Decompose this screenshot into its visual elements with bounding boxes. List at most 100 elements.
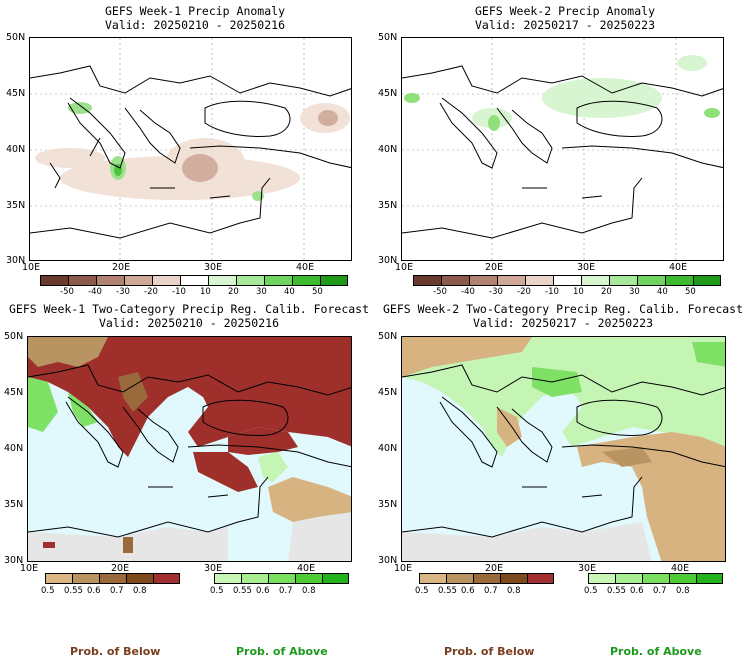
prob-tick-3-4: 0.8 [676, 586, 690, 596]
panel1-title: GEFS Week-1 Precip Anomaly Valid: 202502… [104, 4, 285, 32]
panel4-map [401, 336, 726, 562]
cbar2-swatch-2 [469, 275, 497, 286]
cbar2-ticks-tick-0: -50 [433, 287, 447, 297]
panel4-lat-30: 30N [378, 555, 398, 566]
panel2-map [401, 37, 724, 261]
prob-tick-1-0: 0.5 [210, 586, 224, 596]
panel3-below-colorbar [45, 573, 180, 584]
prob-tick-3-1: 0.55 [607, 586, 626, 596]
panel2-anomaly-colorbar [413, 275, 721, 286]
panel2-lat-30: 30N [378, 255, 398, 266]
cbar2-swatch-7 [609, 275, 637, 286]
panel4-lon-30: 30E [578, 563, 597, 574]
panel1-anomaly-colorbar [40, 275, 348, 286]
prob-tick-2-1: 0.55 [438, 586, 457, 596]
cbar1-swatch-1 [68, 275, 96, 286]
cbar2-ticks-tick-7: 30 [629, 287, 640, 297]
prob-tick-3-0: 0.5 [584, 586, 598, 596]
cbar4-swatch-4 [322, 573, 349, 584]
cbar3-swatch-2 [99, 573, 126, 584]
cbar2-ticks-tick-3: -20 [517, 287, 531, 297]
prob-tick-2-4: 0.8 [507, 586, 521, 596]
panel1-lon-20: 20E [112, 262, 131, 273]
panel4-below-colorbar [419, 573, 554, 584]
panel3-lat-30: 30N [4, 555, 24, 566]
prob-tick-1-2: 0.6 [256, 586, 270, 596]
panel3-lon-30: 30E [204, 563, 223, 574]
cbar5-swatch-2 [473, 573, 500, 584]
prob-tick-3-2: 0.6 [630, 586, 644, 596]
cbar1-ticks-tick-4: -10 [172, 287, 186, 297]
panel3-lat-35: 35N [4, 499, 24, 510]
cbar2-swatch-8 [637, 275, 665, 286]
panel3-lat-50: 50N [4, 331, 24, 342]
panel2-lat-35: 35N [378, 200, 398, 211]
panel2-lon-30: 30E [577, 262, 596, 273]
panel1-lat-40: 40N [6, 144, 26, 155]
cbar1-ticks-tick-5: 10 [200, 287, 211, 297]
cbar1-swatch-0 [40, 275, 68, 286]
panel2-lon-40: 40E [669, 262, 688, 273]
cbar3-swatch-1 [72, 573, 99, 584]
cbar2-swatch-4 [525, 275, 553, 286]
panel4-lon-20: 20E [485, 563, 504, 574]
prob-tick-0-2: 0.6 [87, 586, 101, 596]
cbar2-ticks-tick-6: 20 [601, 287, 612, 297]
cbar5-swatch-3 [500, 573, 527, 584]
cbar1-swatch-3 [124, 275, 152, 286]
cbar4-swatch-1 [241, 573, 268, 584]
panel4-above-label: Prob. of Above [610, 645, 702, 658]
cbar3-swatch-4 [153, 573, 180, 584]
panel1-lon-30: 30E [204, 262, 223, 273]
prob-tick-2-2: 0.6 [461, 586, 475, 596]
panel1-lat-30: 30N [6, 255, 26, 266]
prob-tick-2-3: 0.7 [484, 586, 498, 596]
prob-tick-1-4: 0.8 [302, 586, 316, 596]
cbar1-swatch-5 [180, 275, 208, 286]
cbar2-ticks-tick-1: -40 [461, 287, 475, 297]
panel1-lat-45: 45N [6, 88, 26, 99]
cbar6-swatch-3 [669, 573, 696, 584]
panel3-lon-20: 20E [111, 563, 130, 574]
cbar2-ticks-tick-9: 50 [685, 287, 696, 297]
panel2-lat-40: 40N [378, 144, 398, 155]
cbar1-ticks-tick-7: 30 [256, 287, 267, 297]
cbar1-swatch-9 [292, 275, 320, 286]
panel2-title: GEFS Week-2 Precip Anomaly Valid: 202502… [474, 4, 655, 32]
panel4-lat-45: 45N [378, 387, 398, 398]
cbar1-ticks-tick-3: -20 [144, 287, 158, 297]
cbar1-swatch-8 [264, 275, 292, 286]
cbar3-swatch-3 [126, 573, 153, 584]
cbar2-swatch-3 [497, 275, 525, 286]
panel3-lon-10: 10E [20, 563, 39, 574]
panel4-below-label: Prob. of Below [444, 645, 535, 658]
panel2-lon-20: 20E [485, 262, 504, 273]
cbar2-ticks-tick-4: -10 [545, 287, 559, 297]
panel1-lon-40: 40E [296, 262, 315, 273]
cbar1-ticks-tick-9: 50 [312, 287, 323, 297]
panel4-lon-10: 10E [394, 563, 413, 574]
panel3-lat-45: 45N [4, 387, 24, 398]
cbar5-swatch-0 [419, 573, 446, 584]
cbar1-ticks-tick-8: 40 [284, 287, 295, 297]
panel3-below-label: Prob. of Below [70, 645, 161, 658]
cbar2-swatch-1 [441, 275, 469, 286]
cbar1-swatch-6 [208, 275, 236, 286]
cbar4-swatch-2 [268, 573, 295, 584]
panel1-lon-10: 10E [22, 262, 41, 273]
cbar1-ticks-tick-6: 20 [228, 287, 239, 297]
panel4-lat-35: 35N [378, 499, 398, 510]
panel3-lat-40: 40N [4, 443, 24, 454]
panel2-lat-45: 45N [378, 88, 398, 99]
cbar6-swatch-1 [615, 573, 642, 584]
cbar6-swatch-4 [696, 573, 723, 584]
cbar1-ticks-tick-0: -50 [60, 287, 74, 297]
panel1-lat-35: 35N [6, 200, 26, 211]
cbar4-swatch-3 [295, 573, 322, 584]
cbar1-swatch-2 [96, 275, 124, 286]
cbar4-swatch-0 [214, 573, 241, 584]
cbar1-swatch-4 [152, 275, 180, 286]
panel2-lon-10: 10E [395, 262, 414, 273]
panel3-above-colorbar [214, 573, 349, 584]
cbar1-ticks-tick-1: -40 [88, 287, 102, 297]
